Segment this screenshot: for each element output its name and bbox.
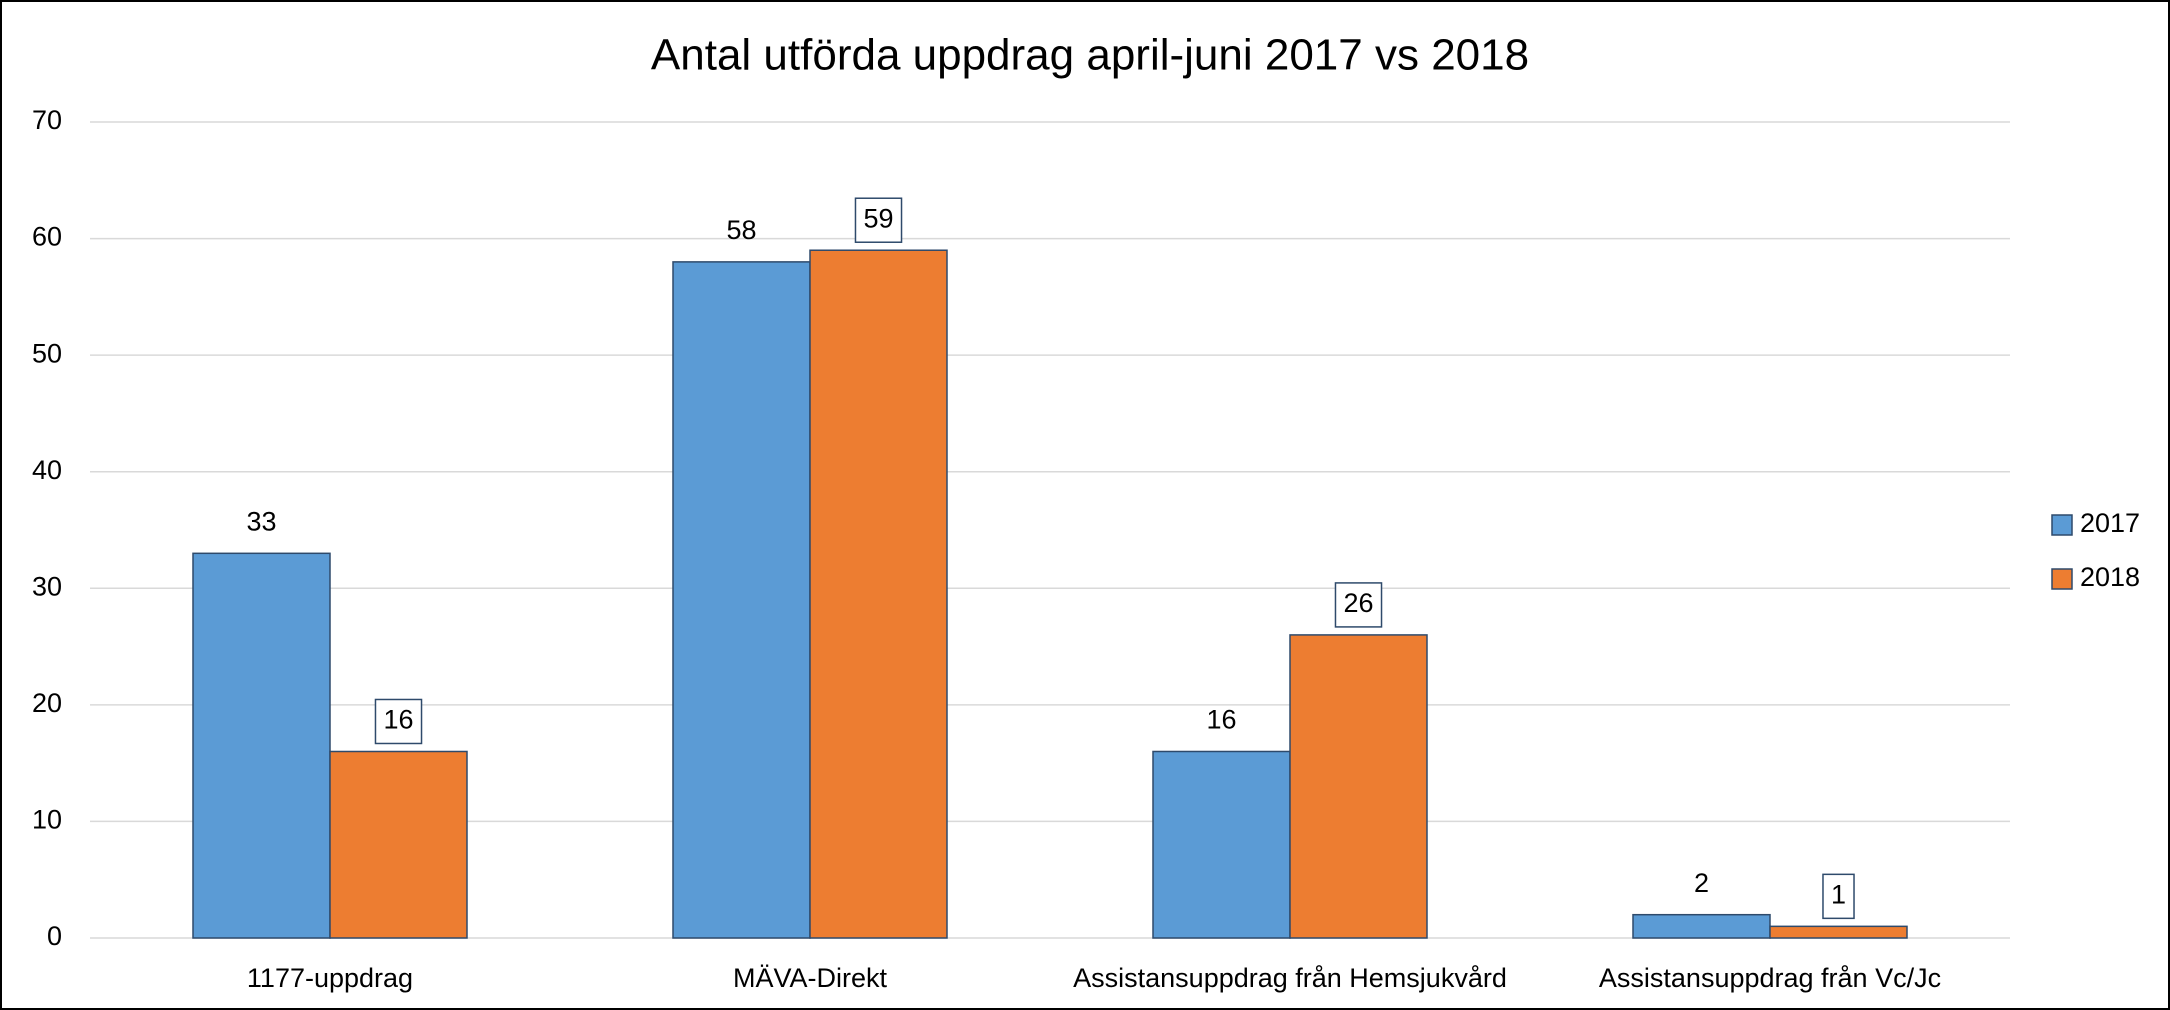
y-tick-label: 0 bbox=[47, 921, 62, 951]
data-label: 33 bbox=[246, 506, 276, 536]
data-label: 1 bbox=[1831, 879, 1846, 909]
bar bbox=[672, 261, 811, 939]
data-label: 59 bbox=[863, 203, 893, 233]
bar bbox=[329, 750, 468, 939]
data-label-box bbox=[1822, 873, 1855, 920]
data-label: 16 bbox=[1206, 705, 1236, 735]
x-tick-label: Assistansuppdrag från Hemsjukvård bbox=[1073, 963, 1507, 993]
data-label: 16 bbox=[383, 705, 413, 735]
bar bbox=[809, 249, 948, 939]
chart-title: Antal utförda uppdrag april-juni 2017 vs… bbox=[651, 31, 1529, 80]
data-label-box bbox=[374, 698, 423, 745]
y-tick-label: 30 bbox=[32, 571, 62, 601]
x-tick-label: 1177-uppdrag bbox=[247, 963, 413, 993]
bar bbox=[192, 552, 331, 939]
bar bbox=[1632, 913, 1771, 939]
data-label: 26 bbox=[1343, 588, 1373, 618]
y-tick-label: 10 bbox=[32, 805, 62, 835]
y-tick-label: 50 bbox=[32, 338, 62, 368]
data-label-box bbox=[1334, 582, 1383, 628]
legend-label: 2018 bbox=[2080, 562, 2140, 592]
bar bbox=[1769, 925, 1908, 939]
x-tick-label: Assistansuppdrag från Vc/Jc bbox=[1599, 963, 1941, 993]
y-tick-label: 20 bbox=[32, 688, 62, 718]
data-label: 2 bbox=[1694, 868, 1709, 898]
bar bbox=[1289, 634, 1428, 939]
data-label-box bbox=[854, 197, 903, 243]
legend-label: 2017 bbox=[2080, 508, 2140, 538]
y-tick-label: 70 bbox=[32, 105, 62, 135]
legend-swatch bbox=[2051, 514, 2073, 536]
data-label: 58 bbox=[726, 215, 756, 245]
bar bbox=[1152, 750, 1291, 939]
legend-swatch bbox=[2051, 568, 2073, 590]
x-tick-label: MÄVA-Direkt bbox=[733, 963, 888, 993]
y-tick-label: 40 bbox=[32, 455, 62, 485]
y-tick-label: 60 bbox=[32, 222, 62, 252]
